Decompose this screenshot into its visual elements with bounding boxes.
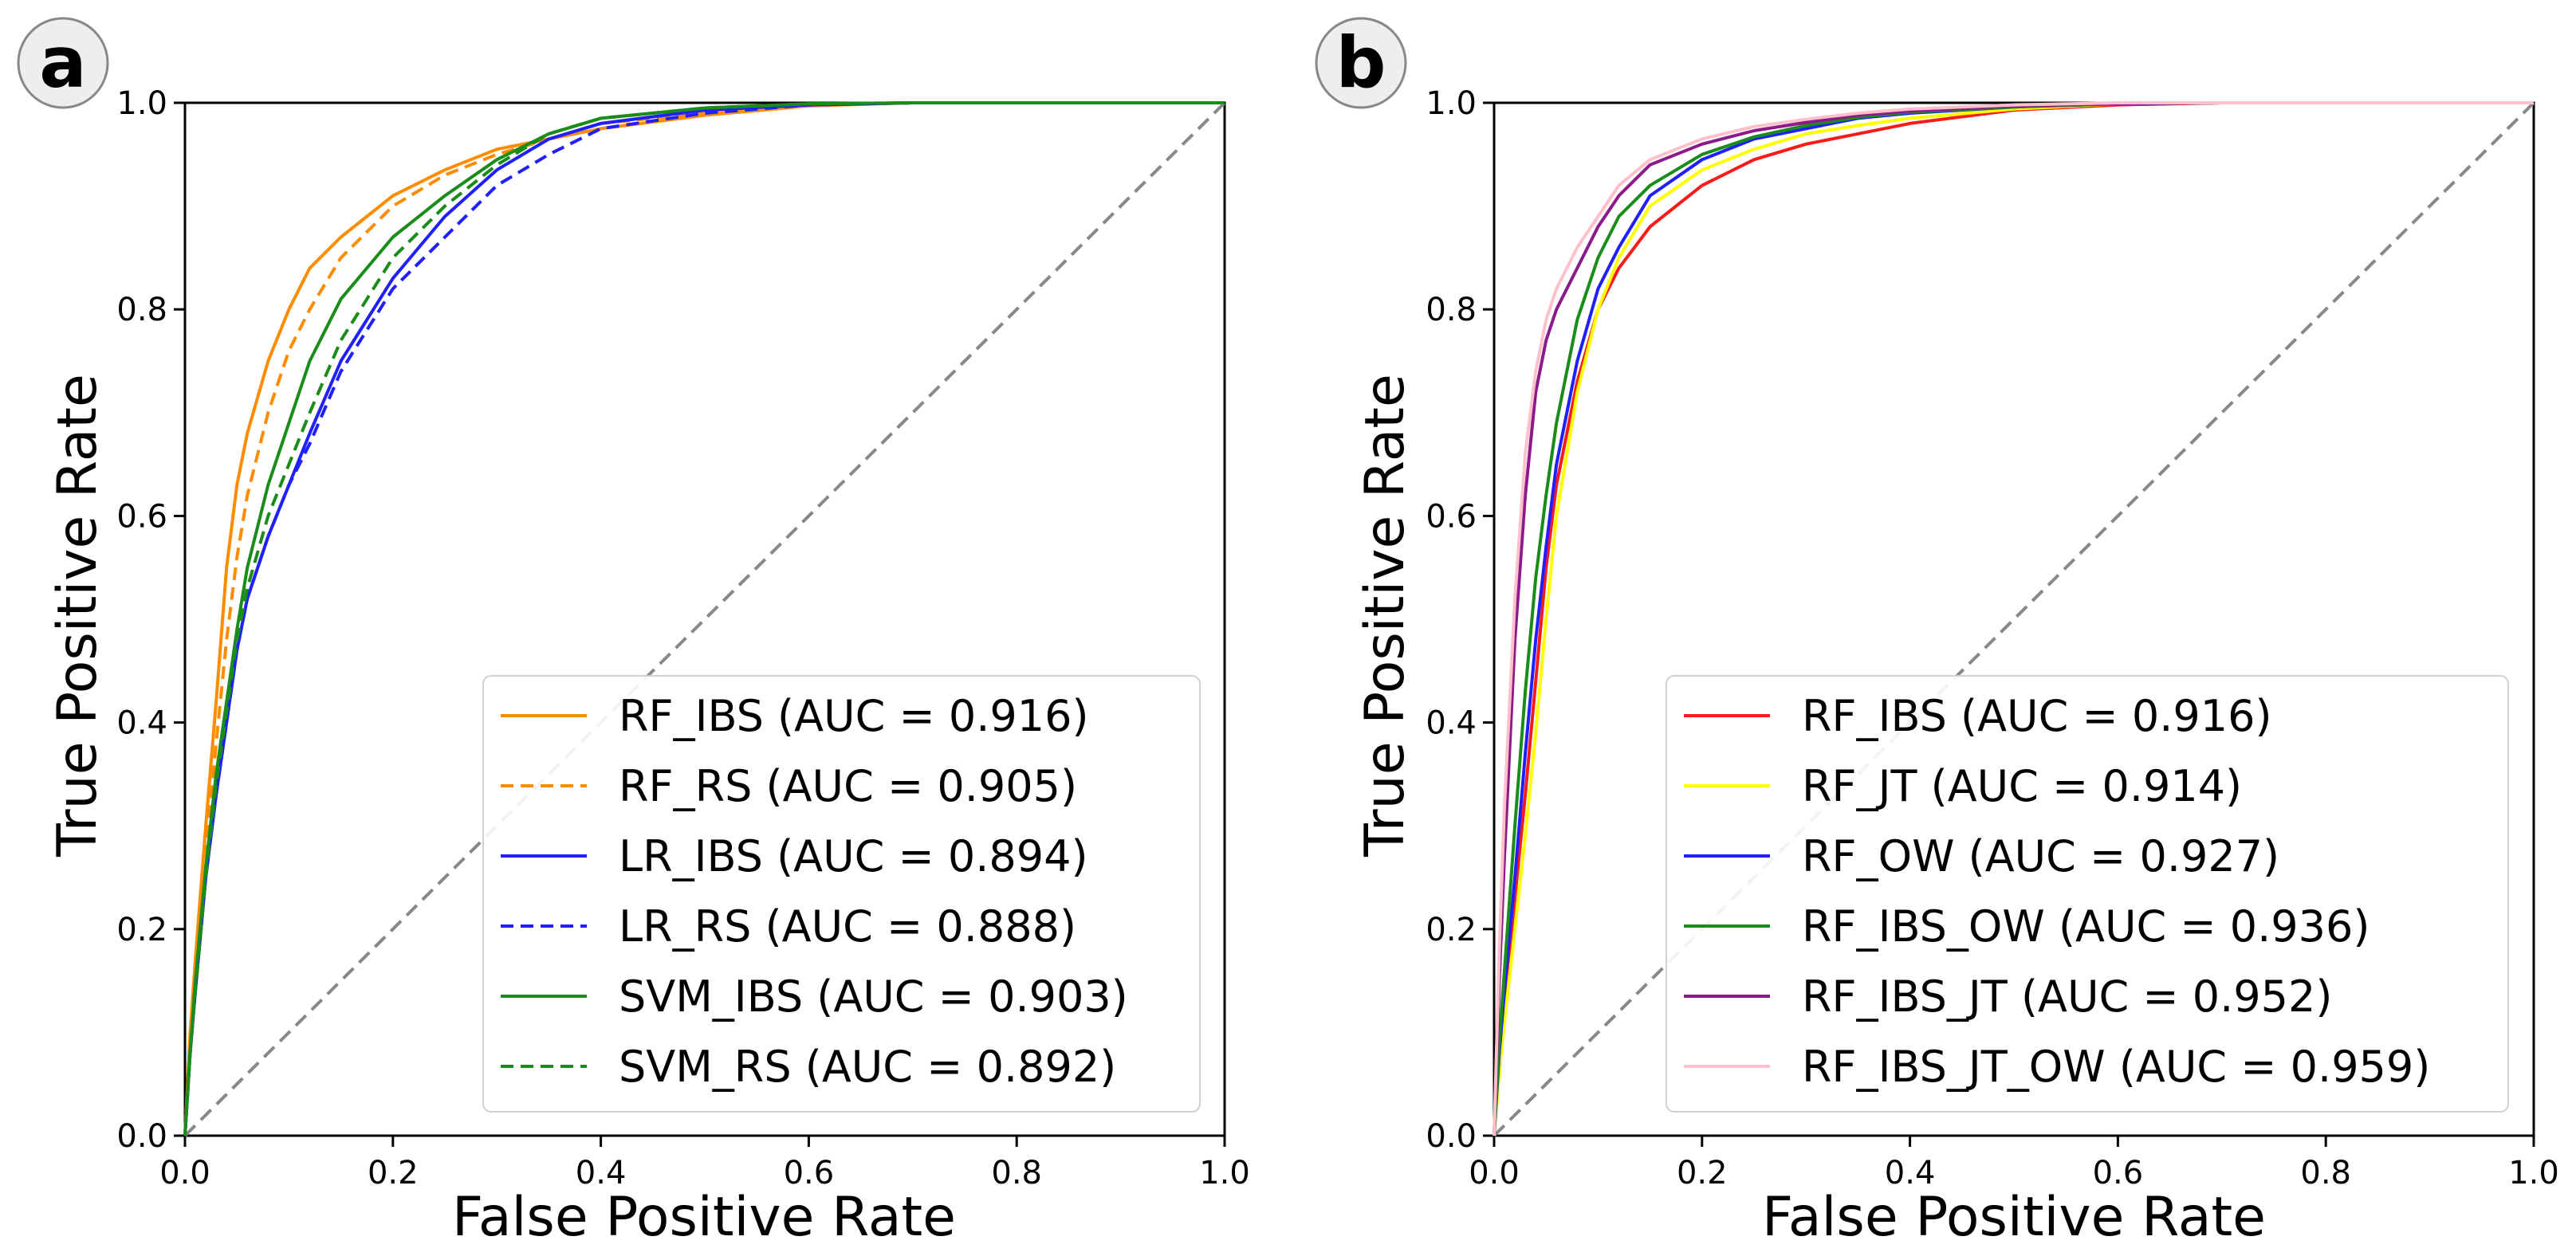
panel-b-legend-label: RF_IBS (AUC = 0.916) bbox=[1802, 691, 2272, 741]
panel-b: b 0.0 0.2 0.4 0.6 0.8 1.0 0.0 0.2 0.4 0.6 0.8 1.0 RF… bbox=[1315, 17, 2559, 1249]
panel-a-letter-badge bbox=[17, 17, 109, 109]
panel-b-x-tick-label: 0.4 bbox=[1885, 1155, 1936, 1191]
panel-b-y-tick-label: 0.6 bbox=[1426, 498, 1477, 535]
panel-b-x-axis-label: False Positive Rate bbox=[1762, 1186, 2266, 1249]
panel-a-axes-frame bbox=[183, 101, 1226, 1137]
panel-a-y-tick-label: 0.8 bbox=[116, 292, 167, 328]
panel-a-x-tick-label: 0.8 bbox=[991, 1155, 1042, 1191]
panel-a-series-line-lr-rs bbox=[183, 101, 1225, 1136]
panel-a: a 0.0 0.2 0.4 0.6 0.8 1.0 0.0 0.2 0.4 0.6 0.8 1.0 RF… bbox=[17, 17, 1250, 1249]
panel-a-legend-label: SVM_RS (AUC = 0.892) bbox=[619, 1042, 1116, 1092]
panel-b-axes-frame bbox=[1493, 101, 2535, 1137]
panel-a-y-tick-label: 1.0 bbox=[116, 85, 167, 122]
panel-a-x-tick-label: 1.0 bbox=[1199, 1155, 1250, 1191]
panel-b-y-tick-label: 0.2 bbox=[1426, 912, 1477, 948]
panel-b-legend-label: RF_OW (AUC = 0.927) bbox=[1802, 831, 2279, 881]
panel-b-legend-label: RF_JT (AUC = 0.914) bbox=[1802, 761, 2242, 811]
panel-b-legend-box bbox=[1666, 675, 2509, 1113]
panel-a-legend-label: LR_RS (AUC = 0.888) bbox=[619, 901, 1076, 952]
panel-b-legend-label: RF_IBS_JT_OW (AUC = 0.959) bbox=[1802, 1042, 2430, 1092]
panel-b-letter: b bbox=[1336, 22, 1386, 104]
panel-a-y-tick-label: 0.6 bbox=[116, 498, 167, 535]
panel-b-plot-area: 0.0 0.2 0.4 0.6 0.8 1.0 0.0 0.2 0.4 0.6 0.8 1.0 RF_I… bbox=[1426, 85, 2558, 1191]
panel-a-y-tick-label: 0.4 bbox=[116, 705, 167, 742]
panel-b-y-tick-label: 0.4 bbox=[1426, 705, 1477, 742]
panel-a-legend-box bbox=[482, 675, 1201, 1113]
panel-a-series-line-svm-ibs bbox=[183, 101, 1225, 1136]
panel-b-x-tick-label: 0.2 bbox=[1677, 1155, 1728, 1191]
panel-a-legend-label: LR_IBS (AUC = 0.894) bbox=[619, 831, 1088, 881]
panel-b-legend-label: RF_IBS_JT (AUC = 0.952) bbox=[1802, 971, 2332, 1022]
panel-a-letter: a bbox=[39, 22, 86, 104]
panel-b-x-tick-label: 0.0 bbox=[1469, 1155, 1520, 1191]
panel-a-y-tick-label: 0.2 bbox=[116, 912, 167, 948]
panel-b-x-tick-label: 1.0 bbox=[2508, 1155, 2559, 1191]
panel-b-y-tick-label: 0.8 bbox=[1426, 292, 1477, 328]
panel-a-legend-label: RF_IBS (AUC = 0.916) bbox=[619, 691, 1089, 741]
panel-a-legend-label: RF_RS (AUC = 0.905) bbox=[619, 761, 1077, 811]
panel-a-x-tick-label: 0.6 bbox=[784, 1155, 835, 1191]
panel-b-series-line-rf-ibs-jt-ow bbox=[1493, 101, 2534, 1136]
panel-a-y-tick-label: 0.0 bbox=[116, 1118, 167, 1155]
panel-a-series-line-svm-rs bbox=[183, 101, 1225, 1136]
panel-b-x-tick-label: 0.8 bbox=[2300, 1155, 2351, 1191]
panel-a-x-tick-label: 0.2 bbox=[368, 1155, 419, 1191]
panel-b-x-tick-label: 0.6 bbox=[2093, 1155, 2144, 1191]
panel-b-legend-label: RF_IBS_OW (AUC = 0.936) bbox=[1802, 901, 2370, 952]
panel-a-plot-area: 0.0 0.2 0.4 0.6 0.8 1.0 0.0 0.2 0.4 0.6 0.8 1.0 RF_I… bbox=[116, 85, 1249, 1191]
panel-a-x-tick-label: 0.4 bbox=[576, 1155, 627, 1191]
panel-b-y-tick-label: 0.0 bbox=[1426, 1118, 1477, 1155]
panel-a-x-axis-label: False Positive Rate bbox=[452, 1186, 956, 1249]
panel-b-y-axis-label: True Positive Rate bbox=[1354, 374, 1417, 858]
panel-b-letter-badge bbox=[1315, 17, 1407, 109]
panel-a-x-tick-label: 0.0 bbox=[159, 1155, 210, 1191]
panel-a-y-axis-label: True Positive Rate bbox=[46, 374, 109, 858]
panel-b-y-tick-label: 1.0 bbox=[1426, 85, 1477, 122]
panel-a-legend-label: SVM_IBS (AUC = 0.903) bbox=[619, 971, 1128, 1022]
